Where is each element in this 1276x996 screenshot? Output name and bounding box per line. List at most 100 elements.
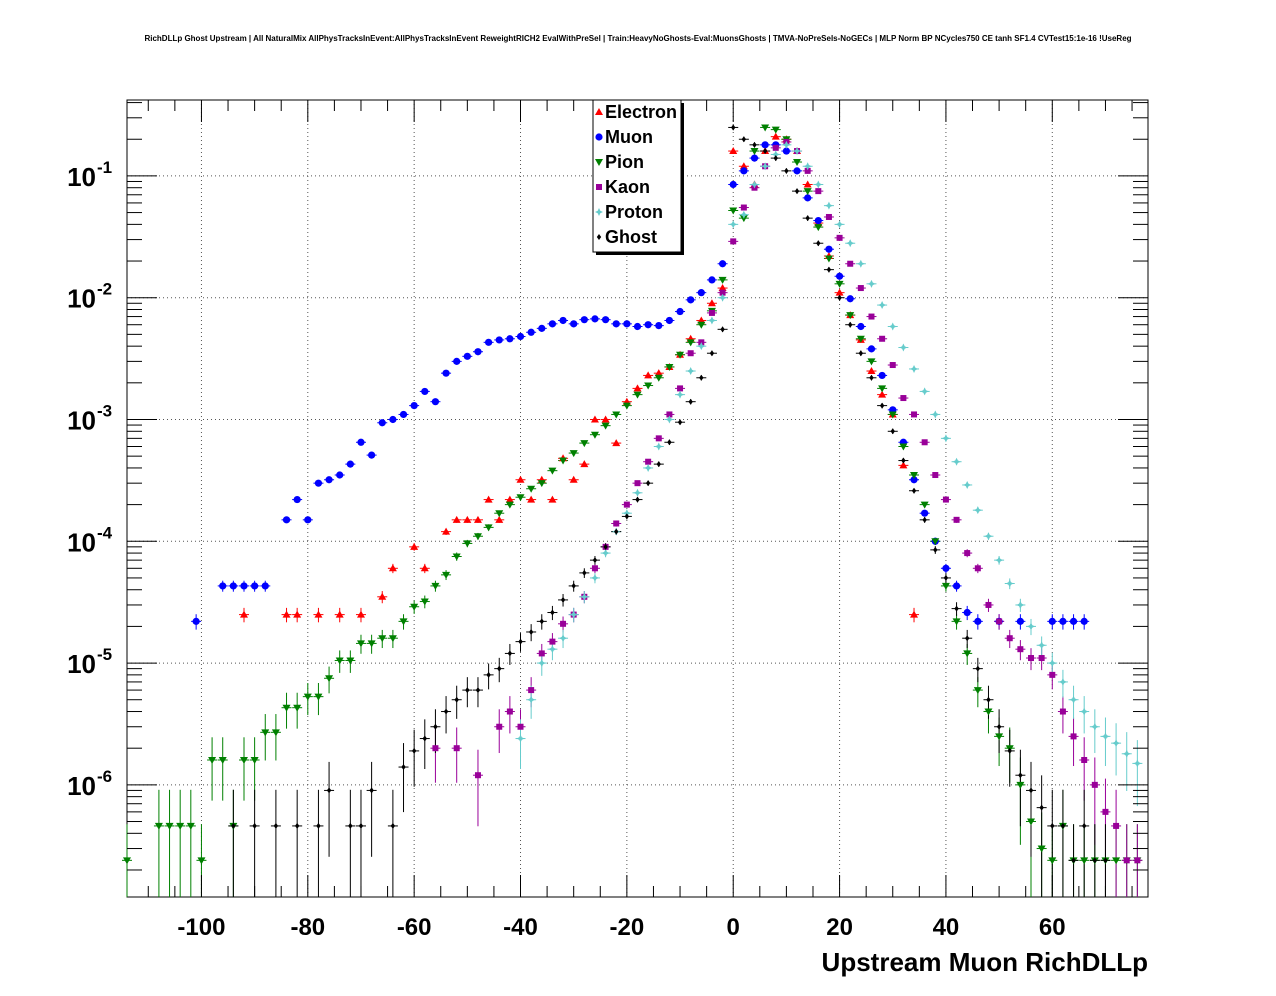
ghost-point	[497, 665, 502, 672]
muon-point	[463, 352, 471, 360]
pion-point	[963, 650, 972, 658]
proton-point	[537, 659, 546, 668]
ghost-point	[433, 723, 438, 730]
kaon-point	[964, 550, 971, 557]
muon-point	[676, 307, 684, 316]
proton-point	[1069, 695, 1078, 704]
pion-point	[920, 501, 929, 509]
electron-point	[771, 132, 780, 140]
ghost-point	[507, 650, 513, 657]
ghost-point	[358, 822, 364, 829]
proton-point	[644, 463, 653, 472]
electron-point	[739, 162, 748, 170]
legend-box	[592, 99, 682, 253]
electron-point	[239, 610, 248, 618]
ghost-point	[560, 596, 566, 603]
proton-point	[782, 140, 791, 149]
legend: Electron Muon Pion Kaon Proton Ghost	[592, 99, 684, 255]
muon-point	[240, 582, 248, 590]
ghost-point	[539, 618, 544, 625]
muon-point	[1048, 617, 1056, 625]
pion-point	[622, 402, 631, 410]
proton-point	[707, 316, 716, 325]
ghost-point	[667, 439, 672, 446]
proton-point	[1122, 749, 1131, 758]
pion-point	[505, 501, 514, 509]
kaon-point	[1113, 822, 1120, 829]
pion-point	[729, 207, 738, 215]
ghost-point	[550, 609, 555, 616]
ghost-point	[794, 188, 800, 195]
electron-point	[314, 610, 323, 618]
electron-point	[420, 564, 429, 572]
kaon-point	[1028, 655, 1035, 662]
proton-point	[793, 147, 802, 156]
ghost-point	[699, 374, 704, 381]
y-tick-label: 10	[67, 405, 96, 435]
ghost-point	[869, 374, 874, 381]
muon-point	[878, 371, 886, 380]
muon-point	[229, 582, 237, 590]
pion-point	[420, 598, 429, 606]
muon-point	[793, 167, 801, 175]
kaon-point	[804, 167, 811, 174]
kaon-point	[1070, 733, 1077, 740]
pion-point	[346, 657, 355, 665]
muon-point	[1059, 617, 1067, 625]
kaon-point	[889, 362, 896, 369]
x-tick-label: 20	[826, 914, 853, 941]
muon-point	[431, 398, 440, 406]
ghost-point	[933, 546, 938, 553]
muon-point	[368, 451, 376, 459]
muon-point	[718, 260, 727, 268]
electron-point	[484, 495, 493, 503]
kaon-point	[1006, 635, 1013, 642]
kaon-point	[560, 620, 567, 627]
ghost-point	[390, 822, 396, 829]
electron-point	[707, 299, 716, 307]
muon-point	[601, 316, 610, 324]
pion-point	[452, 553, 461, 561]
kaon-point	[687, 350, 694, 357]
electron-point	[729, 147, 738, 155]
pion-point	[388, 635, 397, 643]
x-tick-label: -60	[397, 914, 432, 941]
ghost-point	[518, 638, 523, 645]
proton-point	[718, 293, 727, 302]
muon-point	[580, 316, 588, 324]
pion-point	[824, 255, 833, 263]
kaon-point	[623, 501, 630, 508]
muon-point	[399, 410, 408, 419]
kaon-point	[868, 313, 875, 320]
proton-point	[665, 415, 674, 424]
ghost-point	[582, 569, 587, 576]
ghost-point	[656, 461, 661, 468]
x-tick-label: -40	[503, 914, 538, 941]
muon-point	[421, 387, 429, 396]
electron-point	[548, 495, 557, 503]
kaon-point	[496, 723, 503, 730]
legend-label-kaon: Kaon	[605, 177, 650, 197]
ghost-point	[614, 528, 619, 535]
ghost-point	[1050, 822, 1055, 829]
legend-marker-kaon	[596, 184, 602, 190]
proton-point	[601, 549, 610, 558]
kaon-point	[953, 516, 960, 523]
kaon-point	[996, 618, 1003, 625]
ghost-point	[454, 696, 459, 703]
pion-point	[123, 857, 131, 865]
pion-point	[261, 729, 270, 737]
muon-point	[453, 357, 461, 365]
pion-point	[431, 582, 440, 590]
x-axis-label: Upstream Muon RichDLLp	[822, 947, 1148, 977]
ghost-point	[1007, 747, 1012, 754]
proton-point	[516, 734, 525, 743]
muon-point	[357, 438, 365, 446]
y-tick-label: 10	[67, 284, 96, 314]
pion-point	[1112, 857, 1121, 865]
kaon-point	[549, 638, 556, 645]
muon-point	[1069, 617, 1078, 625]
muon-point	[495, 336, 503, 344]
proton-point	[654, 442, 663, 451]
ghost-point	[1028, 787, 1034, 794]
